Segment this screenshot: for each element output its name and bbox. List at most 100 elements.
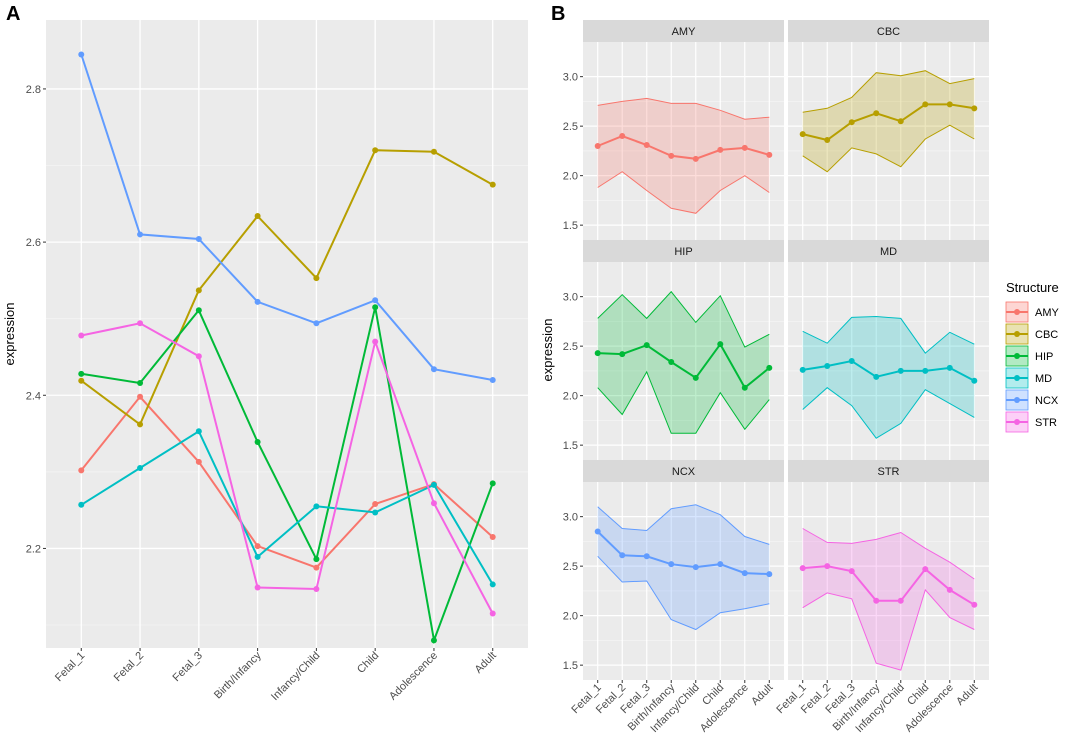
facet-ribbon-lower-amy bbox=[597, 171, 770, 214]
panel-a-xtick-label: Fetal_1 bbox=[53, 650, 87, 684]
panel-a-point-str bbox=[78, 332, 85, 339]
facet-ytick-label: 2.5 bbox=[563, 121, 578, 133]
panel-a-point-cbc bbox=[78, 377, 85, 384]
panel-a-y-axis-title: expression bbox=[2, 303, 17, 366]
facet-point-md bbox=[971, 377, 978, 384]
panel-a-point-hip bbox=[489, 480, 496, 487]
facet-strip-str bbox=[788, 460, 989, 482]
panel-a-ytick-label: 2.2 bbox=[26, 543, 41, 555]
facet-ytick-label: 1.5 bbox=[563, 220, 578, 232]
facet-ytick-label: 2.0 bbox=[563, 391, 578, 403]
facet-point-str bbox=[971, 601, 978, 608]
panel-a-point-amy bbox=[313, 564, 320, 571]
facet-ribbon-upper-hip bbox=[597, 290, 770, 348]
panel-a-point-amy bbox=[137, 393, 144, 400]
facet-strip-label: HIP bbox=[674, 246, 692, 258]
legend-key-hip: HIP bbox=[1005, 345, 1053, 367]
facet-point-amy bbox=[766, 151, 773, 158]
panel-a-line-hip bbox=[81, 306, 494, 645]
facet-point-ncx bbox=[741, 570, 748, 577]
facet-point-ncx bbox=[619, 552, 626, 559]
facet-point-md bbox=[873, 373, 880, 380]
panel-a-point-str bbox=[372, 338, 379, 345]
facet-point-cbc bbox=[946, 101, 953, 108]
facet-ribbon-lower-cbc bbox=[802, 124, 975, 173]
facet-point-amy bbox=[741, 144, 748, 151]
facet-point-hip bbox=[692, 374, 699, 381]
facet-point-md bbox=[848, 358, 855, 364]
facet-strip-md bbox=[788, 240, 989, 262]
facet-amy: AMY 1.5 2.0 2.5 3.0 bbox=[563, 20, 784, 240]
panel-a-point-ncx bbox=[430, 366, 437, 373]
facet-point-amy bbox=[619, 133, 626, 140]
panel-a-xtick-label: Fetal_3 bbox=[171, 650, 205, 684]
panel-a-xtick-label: Birth/Infancy bbox=[212, 649, 264, 701]
facet-background bbox=[788, 262, 989, 460]
panel-a-xtick-label: Infancy/Child bbox=[269, 650, 322, 703]
panel-a-point-amy bbox=[489, 533, 496, 540]
panel-a-point-cbc bbox=[195, 287, 202, 294]
facet-point-cbc bbox=[799, 131, 806, 138]
panel-a-point-str bbox=[313, 586, 320, 593]
facet-point-str bbox=[848, 568, 855, 575]
panel-a-point-md bbox=[254, 553, 261, 560]
facet-point-str bbox=[897, 597, 904, 604]
panel-a-point-cbc bbox=[254, 213, 261, 220]
panel-b-label: B bbox=[551, 3, 565, 25]
facet-point-hip bbox=[717, 341, 724, 348]
panel-a-point-str bbox=[489, 610, 496, 617]
panel-a-point-ncx bbox=[137, 231, 144, 238]
facet-cbc: CBC bbox=[788, 20, 989, 240]
facet-point-hip bbox=[766, 364, 773, 371]
facet-point-str bbox=[799, 565, 806, 572]
panel-a-point-md bbox=[137, 465, 144, 472]
panel-a-point-md bbox=[430, 481, 437, 488]
facet-point-md bbox=[799, 366, 806, 373]
panel-a-point-ncx bbox=[313, 320, 320, 327]
legend-point bbox=[1014, 397, 1020, 403]
panel-a-point-hip bbox=[137, 380, 144, 387]
facet-xtick-label: Adult bbox=[954, 682, 980, 708]
facet-line-hip bbox=[597, 342, 770, 390]
facet-strip-label: AMY bbox=[672, 26, 697, 38]
panel-a-ytick-label: 2.6 bbox=[26, 237, 41, 249]
facet-strip-label: MD bbox=[880, 246, 897, 258]
facet-ribbon-md bbox=[802, 316, 975, 439]
facet-strip-cbc bbox=[788, 20, 989, 42]
facet-strip-hip bbox=[583, 240, 784, 262]
facet-ytick-label: 2.0 bbox=[563, 171, 578, 183]
legend-point bbox=[1014, 331, 1020, 337]
facet-ytick-label: 1.5 bbox=[563, 440, 578, 452]
facet-point-md bbox=[824, 362, 831, 369]
facet-strip-label: CBC bbox=[877, 26, 900, 38]
panel-b-y-axis-title: expression bbox=[540, 319, 555, 382]
facet-point-hip bbox=[643, 342, 650, 349]
facet-background bbox=[583, 262, 784, 460]
facet-point-ncx bbox=[717, 561, 724, 568]
panel-a-point-str bbox=[195, 353, 202, 360]
facet-background bbox=[583, 482, 784, 680]
facet-ribbon-upper-cbc bbox=[802, 70, 975, 113]
panel-a-point-cbc bbox=[313, 275, 320, 282]
facet-xtick-label: Adult bbox=[749, 682, 775, 708]
panel-a-xtick-label: Adolescence bbox=[387, 650, 440, 703]
facet-strip-ncx bbox=[583, 460, 784, 482]
facet-point-amy bbox=[668, 152, 675, 159]
legend-point bbox=[1014, 419, 1020, 425]
facet-ytick-label: 1.5 bbox=[563, 660, 578, 672]
facet-point-ncx bbox=[643, 553, 650, 560]
panel-a-ytick-label: 2.8 bbox=[26, 84, 41, 96]
panel-a-point-md bbox=[195, 428, 202, 435]
facet-ribbon-str bbox=[802, 528, 975, 671]
facet-ribbon-upper-ncx bbox=[597, 504, 770, 545]
panel-a-point-cbc bbox=[137, 421, 144, 428]
panel-a-point-cbc bbox=[489, 181, 496, 188]
panel-a-ytick-label: 2.4 bbox=[26, 390, 41, 402]
panel-a-point-str bbox=[137, 320, 144, 327]
facet-point-cbc bbox=[971, 105, 978, 112]
facet-ribbon-hip bbox=[597, 291, 770, 434]
facet-ribbon-lower-str bbox=[802, 588, 975, 671]
panel-a-label: A bbox=[6, 3, 20, 25]
facet-point-md bbox=[946, 364, 953, 371]
legend-point bbox=[1014, 353, 1020, 359]
